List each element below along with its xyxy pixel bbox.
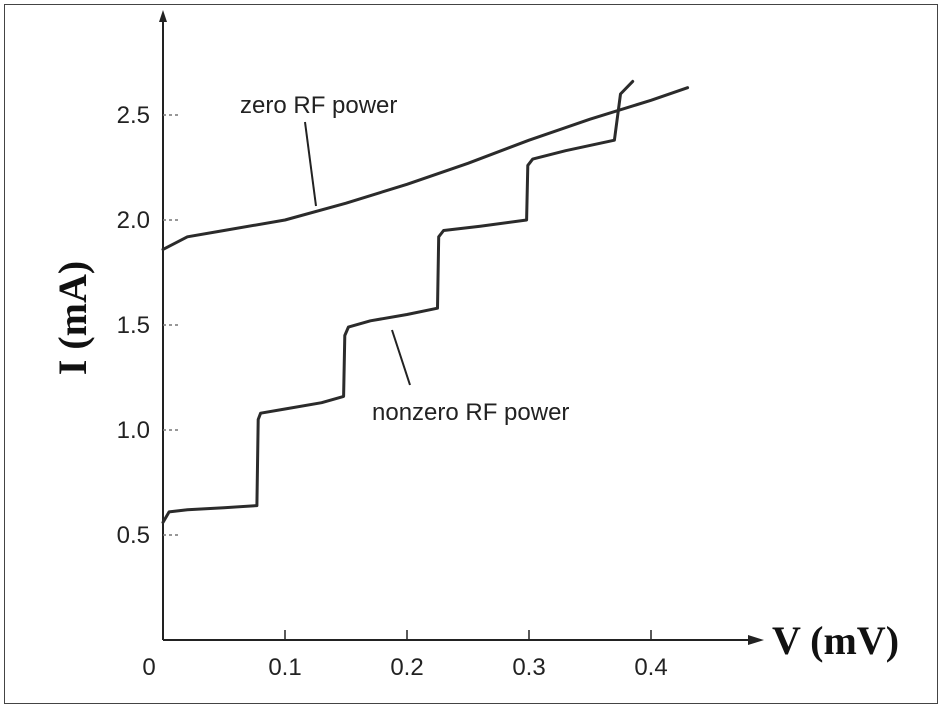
- series-line-nonzero-rf-power: [161, 79, 635, 524]
- chart-frame: [4, 4, 938, 704]
- x-tick-label: 0.1: [268, 654, 301, 681]
- series-layer: [161, 79, 690, 524]
- y-ticks: 0.5 1.0 1.5 2.0 2.5: [117, 102, 179, 549]
- x-tick-label: 0.3: [512, 654, 545, 681]
- y-tick-label: 2.5: [117, 102, 150, 129]
- annotation-nonzero-rf-leader: [391, 329, 411, 386]
- y-axis-arrowhead: [159, 10, 167, 22]
- annotation-zero-rf: zero RF power: [240, 92, 397, 119]
- x-tick-label: 0: [142, 654, 155, 681]
- x-axis-arrowhead: [748, 635, 764, 645]
- annotation-nonzero-rf: nonzero RF power: [372, 399, 569, 426]
- y-tick-label: 2.0: [117, 207, 150, 234]
- annotation-zero-rf-leader: [304, 121, 317, 207]
- y-tick-label: 1.0: [117, 417, 150, 444]
- x-ticks: 0 0.1 0.2 0.3 0.4: [142, 630, 668, 681]
- x-tick-label: 0.4: [634, 654, 667, 681]
- y-tick-label: 1.5: [117, 312, 150, 339]
- y-tick-label: 0.5: [117, 522, 150, 549]
- series-line-zero-rf-power: [161, 86, 690, 251]
- y-axis-title: I (mA): [50, 261, 95, 375]
- x-tick-label: 0.2: [390, 654, 423, 681]
- x-axis-title: V (mV): [772, 618, 899, 663]
